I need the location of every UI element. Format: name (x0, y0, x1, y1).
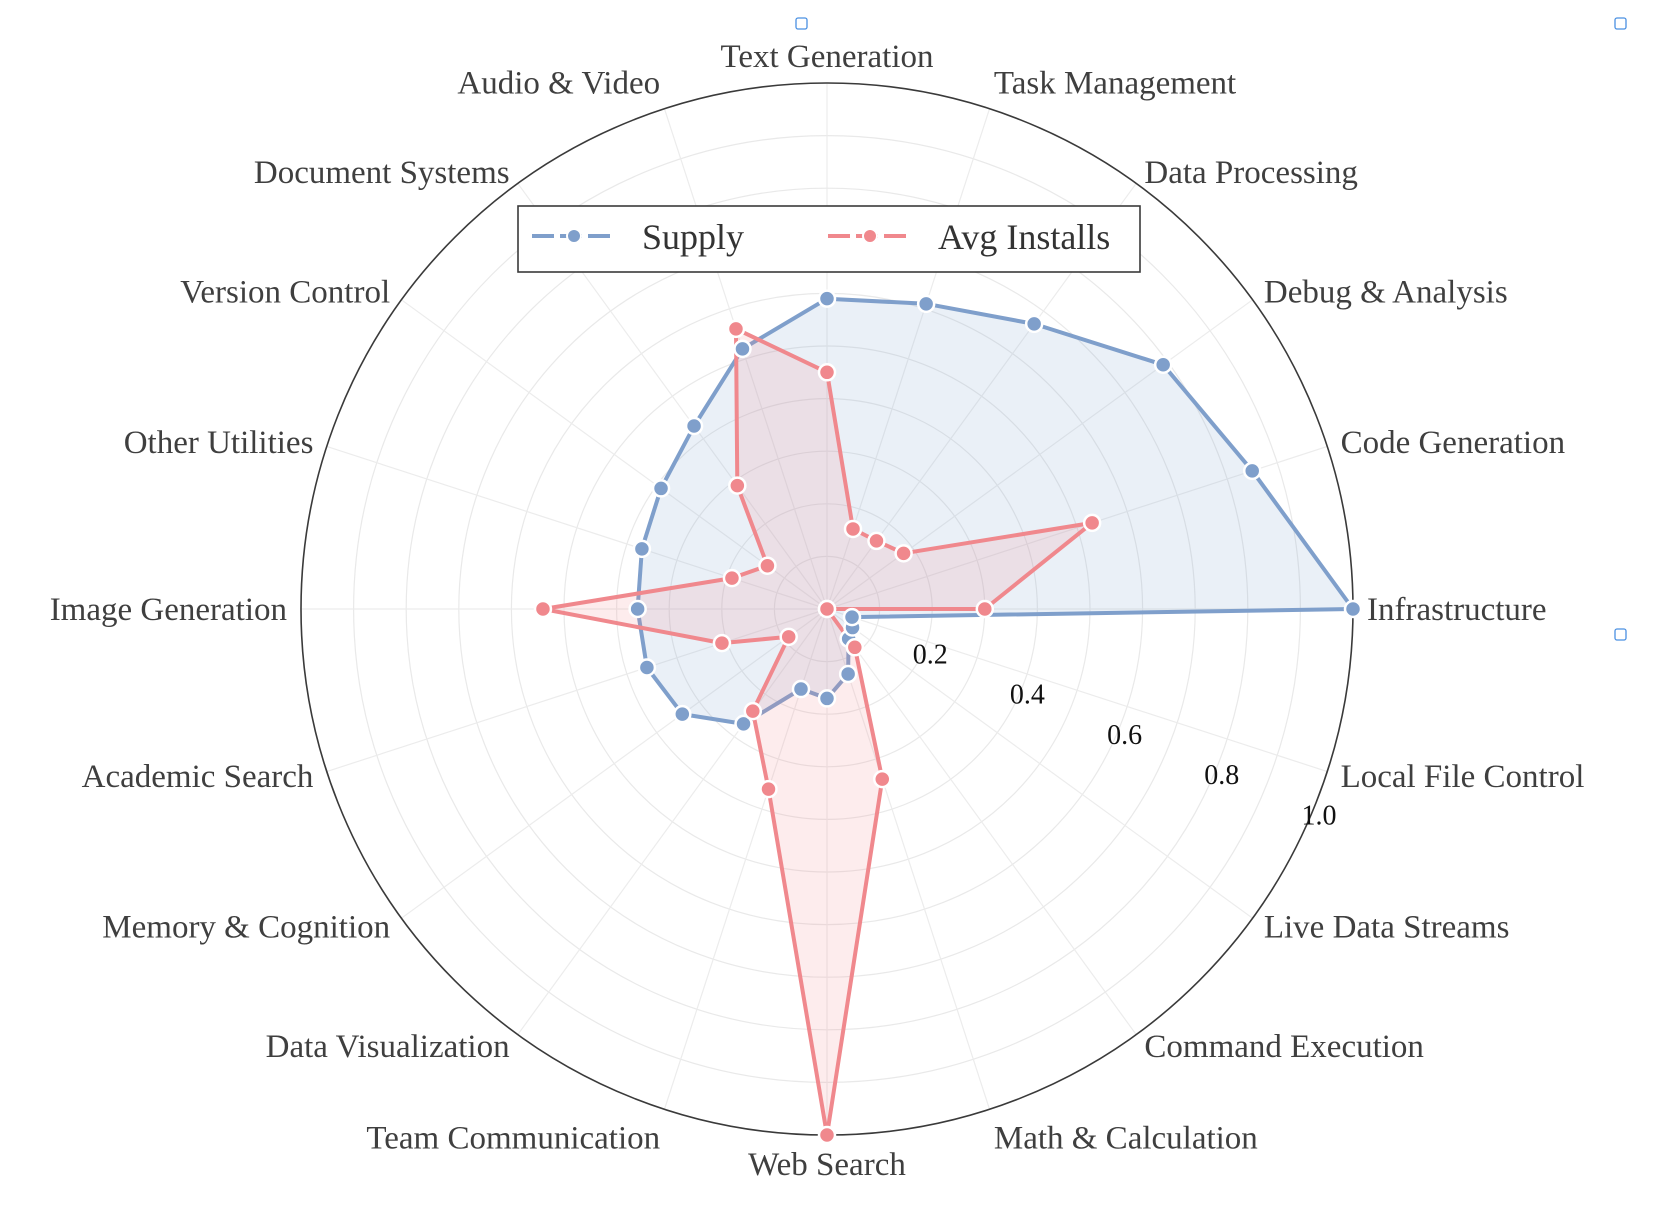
grid-spoke (401, 608, 828, 919)
radial-tick-label: 0.2 (913, 639, 948, 670)
series-0-point (1024, 314, 1044, 334)
radial-tick-label: 0.6 (1107, 720, 1142, 751)
category-label: Memory & Cognition (102, 909, 390, 945)
resize-handle[interactable] (1614, 17, 1627, 30)
series-0-point (791, 679, 811, 699)
series-layer (533, 289, 1363, 1145)
category-label: Image Generation (50, 592, 287, 628)
tick-layer: 0.2 0.4 0.6 0.8 1.0 (913, 639, 1337, 831)
legend-box (517, 205, 1141, 273)
series-1-point (712, 633, 732, 653)
category-label: Team Communication (366, 1121, 660, 1157)
category-label: Web Search (748, 1147, 906, 1183)
category-label: Debug & Analysis (1264, 275, 1508, 311)
series-1-point (975, 599, 995, 619)
series-0-point (651, 479, 671, 498)
legend-label: Supply (642, 217, 744, 257)
radial-tick-label: 0.4 (1010, 680, 1045, 711)
series-0-point (1153, 355, 1173, 375)
series-1-point (728, 476, 747, 495)
category-label: Infrastructure (1367, 592, 1547, 628)
legend: Supply Avg Installs (517, 205, 1141, 273)
grid-spoke (517, 608, 828, 1035)
series-1-point (1082, 513, 1102, 533)
series-0-point (632, 539, 652, 559)
series-0-point (842, 607, 862, 627)
grid-spoke (826, 608, 1137, 1035)
series-1-point (759, 779, 778, 799)
series-1-point (758, 556, 777, 575)
series-1-point (726, 319, 746, 339)
resize-handle[interactable] (1614, 628, 1627, 641)
resize-handle[interactable] (795, 17, 808, 30)
category-label: Data Processing (1144, 155, 1358, 191)
category-label: Text Generation (720, 39, 933, 75)
radial-tick-label: 1.0 (1301, 800, 1336, 831)
series-1-point (743, 701, 763, 721)
legend-item-avg-installs: Avg Installs (828, 217, 1110, 257)
category-label: Code Generation (1341, 425, 1566, 461)
series-1-point (817, 1125, 837, 1145)
series-0-point (817, 689, 837, 708)
category-label: Command Execution (1144, 1029, 1424, 1065)
series-1-point (873, 769, 892, 789)
series-0-point (637, 658, 657, 677)
series-1-point (867, 531, 886, 551)
category-label: Local File Control (1341, 759, 1585, 795)
series-1-point (817, 599, 837, 619)
selection-handles (795, 17, 1627, 641)
series-0-point (838, 664, 858, 684)
series-1-point (722, 568, 742, 588)
category-label: Audio & Video (457, 65, 660, 101)
category-label: Other Utilities (124, 425, 314, 461)
category-label: Task Management (994, 65, 1236, 101)
series-0-point (734, 714, 753, 734)
series-1-point (533, 599, 553, 619)
series-0-point (733, 339, 752, 359)
legend-swatch-marker (862, 228, 878, 244)
grid-spoke (826, 608, 1328, 773)
series-1-point (779, 627, 798, 647)
category-label: Live Data Streams (1264, 909, 1510, 945)
category-label: Document Systems (254, 155, 510, 191)
series-1-point (894, 544, 913, 563)
grid-spoke (401, 299, 828, 610)
series-0-point (817, 289, 837, 308)
legend-swatch-marker (566, 228, 582, 244)
series-1-point (817, 363, 837, 382)
category-label: Data Visualization (266, 1029, 510, 1065)
series-0-point (673, 704, 692, 724)
series-0-point (1242, 461, 1262, 481)
grid-spoke (326, 608, 828, 773)
grid-spoke (326, 445, 828, 610)
category-label: Academic Search (82, 759, 314, 795)
series-1-point (845, 638, 865, 657)
series-0-point (628, 599, 647, 619)
series-1-point (843, 519, 863, 539)
series-0-point (684, 416, 704, 436)
legend-item-supply: Supply (532, 217, 744, 257)
label-layer: Infrastructure Code Generation Debug & Ana… (50, 39, 1585, 1183)
series-0-point (916, 294, 936, 314)
legend-label: Avg Installs (938, 217, 1110, 257)
category-label: Version Control (180, 275, 390, 311)
grid-spoke (826, 608, 1253, 919)
category-label: Math & Calculation (994, 1121, 1258, 1157)
grid-spoke (826, 608, 991, 1110)
series-0-point (1343, 599, 1363, 619)
radial-tick-label: 0.8 (1204, 760, 1239, 791)
grid-spoke (663, 108, 828, 610)
